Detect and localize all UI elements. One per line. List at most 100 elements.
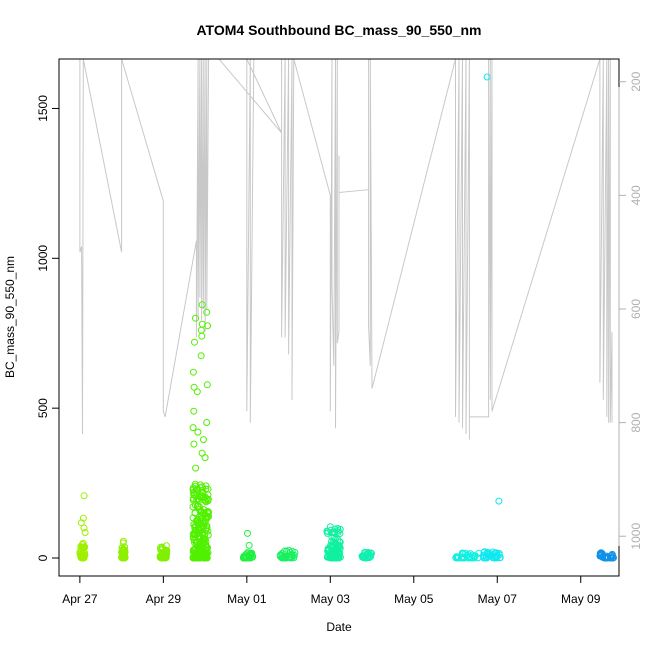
data-point (79, 552, 87, 560)
y2-tick-label: 1000 (629, 523, 643, 550)
y-axis-left: 0 500 1000 1500 (36, 95, 60, 561)
data-point (454, 554, 462, 562)
x-tick-label: May 01 (227, 592, 267, 606)
data-point (189, 496, 197, 504)
data-point (195, 493, 203, 501)
data-point (205, 513, 212, 521)
x-tick-label: May 05 (394, 592, 434, 606)
data-point-outlier (198, 301, 206, 309)
data-point-outlier (198, 332, 206, 340)
data-point (328, 554, 336, 562)
data-point (199, 489, 207, 497)
data-point-outlier (192, 464, 200, 472)
data-point (489, 554, 497, 562)
data-point (199, 510, 207, 517)
data-point-outlier (77, 519, 85, 527)
data-point (278, 549, 286, 557)
data-point-outlier (203, 381, 211, 389)
data-point-outlier (193, 388, 201, 396)
data-point (196, 503, 203, 511)
data-point-outlier (203, 308, 211, 316)
data-point (493, 554, 501, 562)
x-axis-label: Date (326, 620, 352, 634)
data-point (597, 549, 605, 557)
y2-tick-label: 200 (629, 71, 643, 91)
data-point (453, 553, 461, 561)
data-point (358, 552, 366, 560)
data-point (278, 554, 286, 562)
data-point (193, 516, 201, 524)
data-point (197, 491, 205, 499)
x-tick-label: May 07 (478, 592, 518, 606)
data-point-outlier (197, 352, 205, 360)
data-point (198, 530, 206, 538)
data-point-outlier (189, 368, 197, 376)
data-point (366, 553, 374, 561)
data-point (336, 538, 344, 546)
series-points (76, 73, 617, 562)
data-point-outlier (244, 529, 251, 537)
chart-title: ATOM4 Southbound BC_mass_90_550_nm (196, 22, 481, 38)
data-point (200, 509, 208, 517)
data-point-outlier (495, 497, 503, 505)
x-axis: Apr 27 Apr 29 May 01 May 03 May 05 May 07 May … (62, 575, 601, 606)
data-point (193, 553, 200, 561)
data-point (480, 554, 488, 562)
data-point (458, 553, 466, 561)
y-tick-label: 1000 (36, 245, 50, 272)
data-point (608, 551, 616, 559)
x-tick-label: May 09 (561, 592, 601, 606)
data-point-outlier (80, 524, 88, 532)
y-tick-label: 1500 (36, 95, 50, 122)
data-point (192, 526, 200, 534)
plot-area (58, 58, 620, 577)
data-point-outlier (190, 383, 198, 391)
x-tick-label: May 03 (311, 592, 351, 606)
data-point-outlier (190, 440, 198, 448)
data-point (335, 552, 343, 560)
x-tick-label: Apr 29 (146, 592, 182, 606)
data-point (288, 551, 296, 559)
data-point (189, 484, 197, 492)
y2-tick-label: 400 (629, 185, 643, 205)
data-point (193, 538, 201, 546)
data-point-outlier (190, 407, 198, 415)
data-point-outlier (201, 454, 209, 462)
data-point (334, 545, 342, 553)
data-point (282, 554, 290, 562)
data-point (290, 551, 298, 559)
data-point (195, 524, 203, 532)
data-point (283, 547, 290, 555)
series-line-right (79, 58, 613, 440)
data-point (362, 554, 370, 562)
y2-tick-label: 600 (629, 299, 643, 319)
data-point (193, 549, 201, 557)
data-point-outlier (245, 541, 253, 549)
data-point-outlier (79, 514, 87, 522)
x-tick-label: Apr 27 (62, 592, 98, 606)
data-point (334, 528, 342, 536)
data-point-outlier (204, 322, 212, 330)
data-point (197, 548, 204, 556)
data-point (244, 549, 252, 557)
y-axis-right: 200 400 600 800 1000 (618, 71, 643, 550)
data-point (330, 554, 338, 562)
data-point-outlier (197, 326, 205, 334)
data-point (200, 554, 208, 562)
series-lines (79, 58, 613, 440)
data-point (601, 554, 609, 562)
data-point (192, 482, 199, 490)
data-point (465, 553, 473, 561)
data-point (323, 527, 331, 535)
y2-tick-label: 800 (629, 412, 643, 432)
y-tick-label: 500 (36, 398, 50, 418)
data-point (160, 550, 168, 558)
data-point (78, 541, 86, 548)
data-point-outlier (200, 436, 207, 444)
data-point (324, 546, 332, 554)
data-point (201, 550, 209, 558)
data-point-outlier (80, 492, 88, 500)
data-point-outlier (192, 314, 199, 322)
data-point (157, 546, 165, 554)
